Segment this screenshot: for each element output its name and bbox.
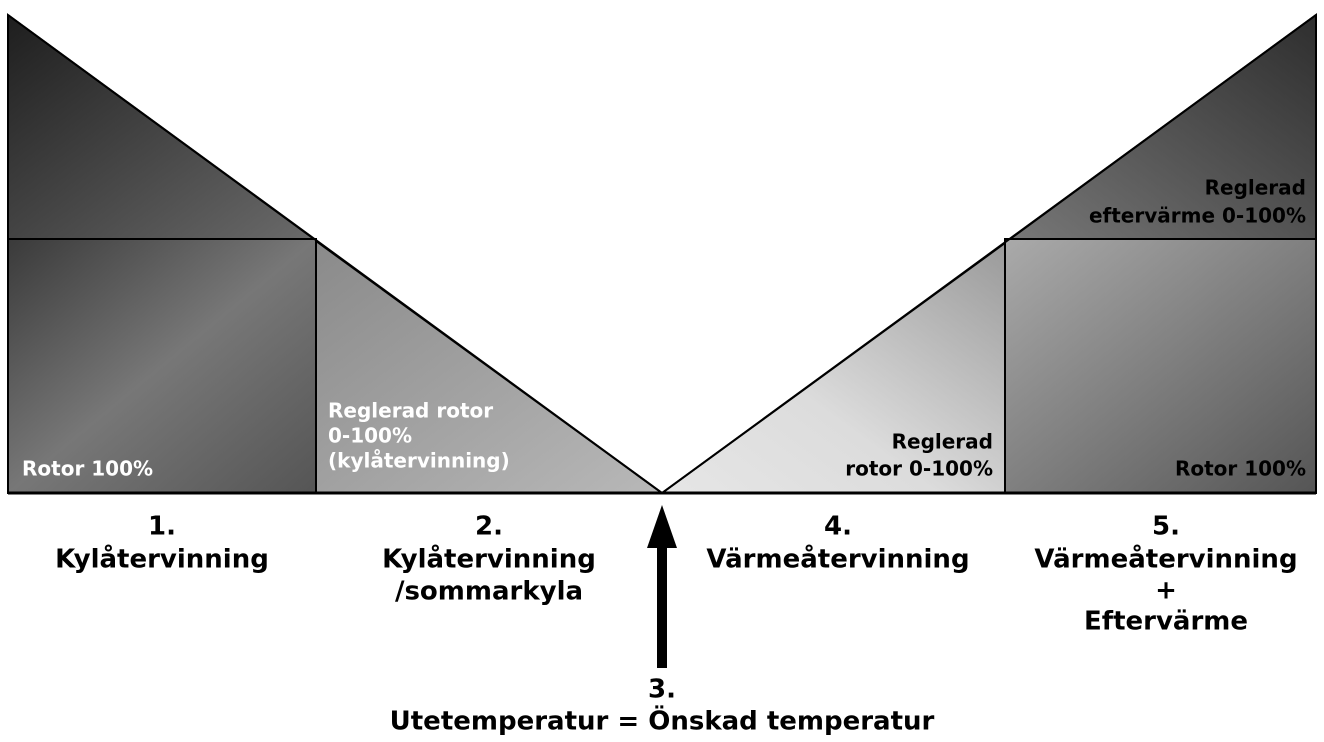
section-label: + xyxy=(1155,576,1177,606)
region-label: (kylåtervinning) xyxy=(328,449,510,473)
region-label: rotor 0-100% xyxy=(845,457,993,481)
arrow xyxy=(647,505,677,668)
section-number: 5. xyxy=(1152,512,1180,542)
region-label: Rotor 100% xyxy=(1175,457,1306,481)
region-label: 0-100% xyxy=(328,424,412,448)
v-outline xyxy=(7,14,1317,495)
section-label: Eftervärme xyxy=(1084,607,1248,637)
region-label: Rotor 100% xyxy=(22,457,153,481)
section-label: Värmeåtervinning xyxy=(706,543,969,575)
shapes xyxy=(7,13,1317,495)
region-shape xyxy=(7,238,317,494)
section-number: 2. xyxy=(475,512,503,542)
section-label: Värmeåtervinning xyxy=(1034,543,1297,575)
region-label: eftervärme 0-100% xyxy=(1089,204,1306,228)
region-label: Reglerad xyxy=(892,430,993,454)
section-label: Kylåtervinning xyxy=(382,543,596,575)
section-label: /sommarkyla xyxy=(395,577,583,607)
region-shape xyxy=(1004,238,1317,494)
arrow-shaft xyxy=(657,540,667,668)
section-number: 1. xyxy=(148,512,176,542)
section-label: Utetemperatur = Önskad temperatur xyxy=(390,704,935,737)
region-label: Reglerad xyxy=(1205,176,1306,200)
region-label: Reglerad rotor xyxy=(328,399,493,423)
section-number: 4. xyxy=(824,512,852,542)
section-label: Kylåtervinning xyxy=(55,543,269,575)
section-number: 3. xyxy=(648,675,676,705)
arrow-head xyxy=(647,505,677,548)
